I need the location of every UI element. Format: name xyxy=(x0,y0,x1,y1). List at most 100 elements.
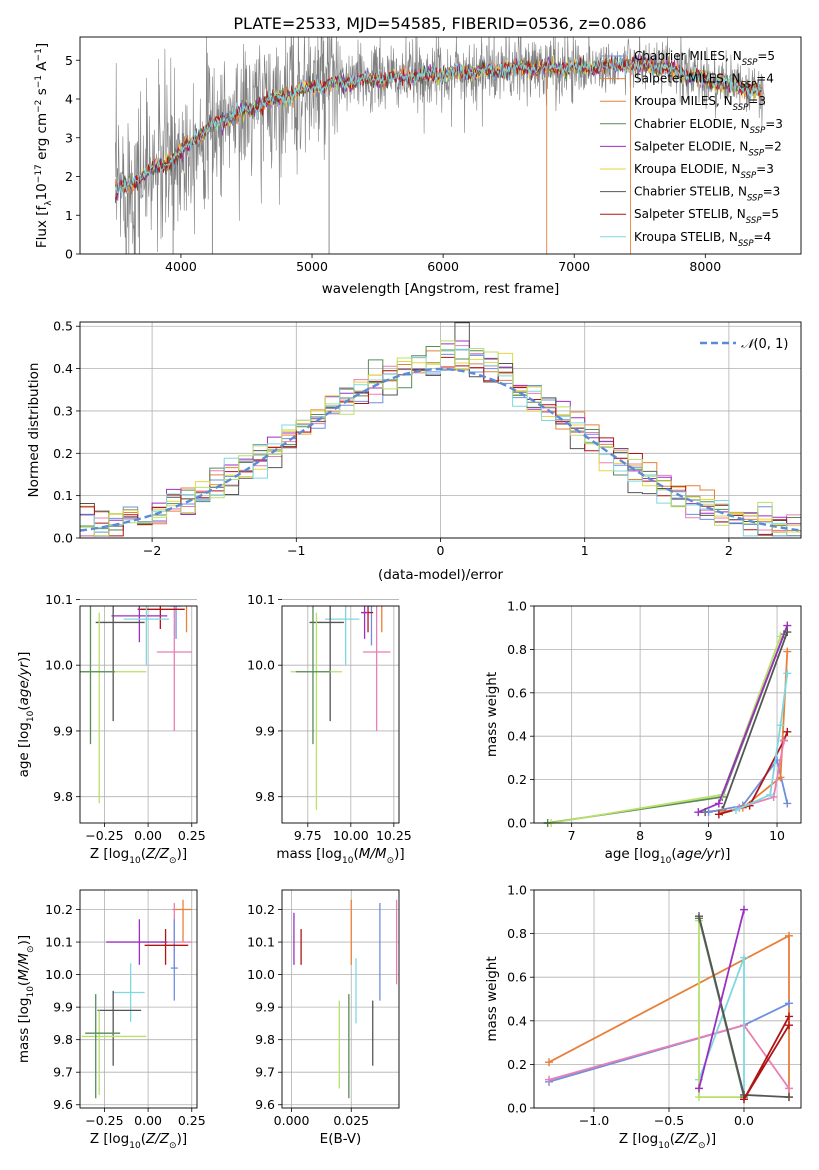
y-axis-label: Flux [fλ10−17 erg cm−2 s−1 A−1] xyxy=(34,43,54,248)
legend-entry: Chabrier MILES, NSSP=5 xyxy=(600,49,775,68)
weight-marker xyxy=(545,1075,553,1084)
errorbar-point xyxy=(172,899,192,943)
label-part: mass weight xyxy=(484,672,500,757)
label-part: −1 xyxy=(34,75,44,88)
errorbar-point xyxy=(170,606,182,639)
label-part: mass weight xyxy=(484,956,500,1041)
label-part: ] xyxy=(34,43,50,48)
label-part: M/M xyxy=(16,953,32,981)
legend-text: Kroupa ELODIE, N xyxy=(634,162,741,176)
label-part: M/M xyxy=(359,846,387,862)
y-tick-label: 1 xyxy=(65,208,73,223)
weight-marker xyxy=(740,1095,748,1104)
legend-entry: Salpeter ELODIE, NSSP=2 xyxy=(600,139,782,158)
legend-text: Chabrier ELODIE, N xyxy=(634,117,750,131)
x-tick-label: 0.00 xyxy=(134,828,162,843)
y-tick-label: 0.0 xyxy=(507,816,527,831)
errorbar-point xyxy=(113,963,145,1022)
axes-frame xyxy=(79,605,198,824)
weight-marker xyxy=(740,953,748,962)
weight-marker xyxy=(731,805,740,814)
y-tick-label: 3 xyxy=(65,130,73,145)
y-tick-label: 0.1 xyxy=(53,488,73,503)
label-part: ( xyxy=(670,1131,675,1147)
y-tick-label: 10.1 xyxy=(45,935,73,950)
legend-suffix: =3 xyxy=(763,185,781,199)
y-tick-label: 0.4 xyxy=(507,1013,527,1028)
legend-label: Chabrier STELIB, NSSP=3 xyxy=(634,185,780,204)
legend-label: Chabrier ELODIE, NSSP=3 xyxy=(634,117,783,136)
label-part: ⊙ xyxy=(387,856,395,866)
weight-marker xyxy=(785,1093,793,1102)
x-tick-label: 10 xyxy=(769,828,785,843)
y-tick-label: 0.6 xyxy=(507,685,527,700)
legend-sub: SSP xyxy=(742,58,758,68)
legend-entry: Kroupa STELIB, NSSP=4 xyxy=(600,230,771,249)
label-part: −17 xyxy=(34,164,44,183)
legend-suffix: =3 xyxy=(756,162,774,176)
weight-line xyxy=(735,673,789,811)
label-part: Z/Z xyxy=(145,1131,170,1147)
legend-sub: SSP xyxy=(747,194,763,204)
y-axis-label: age [log10(age/yr)] xyxy=(16,652,36,778)
label-part: Z/Z xyxy=(674,1131,699,1147)
weight-marker xyxy=(545,1058,553,1067)
x-tick-label: 10.00 xyxy=(333,828,369,843)
x-tick-label: 8000 xyxy=(689,259,721,274)
weight-marker xyxy=(785,999,793,1008)
label-part: 10 xyxy=(658,1141,670,1151)
errorbar-point xyxy=(81,1010,147,1095)
errorbar-point xyxy=(137,606,185,630)
x-axis-label: Z [log10(Z/Z⊙)] xyxy=(90,1131,187,1151)
errorbar-point xyxy=(123,606,170,666)
x-tick-label: 7 xyxy=(568,828,576,843)
legend-label: Kroupa STELIB, NSSP=4 xyxy=(634,230,771,249)
axes-age-vs-Z: −0.25 0.00 0.259.89.910.010.1Z [log10(Z/Z⊙… xyxy=(16,592,206,866)
weight-line xyxy=(708,758,789,813)
weight-marker xyxy=(783,669,792,678)
y-tick-label: 9.7 xyxy=(53,1065,73,1080)
weight-marker xyxy=(783,799,792,808)
y-tick-label: 10.1 xyxy=(247,592,275,607)
legend-label: Salpeter MILES, NSSP=4 xyxy=(634,72,774,91)
axes-frame xyxy=(281,605,400,824)
errorbar-point xyxy=(80,606,115,745)
y-tick-label: 0.0 xyxy=(507,1101,527,1116)
weight-marker xyxy=(704,808,713,817)
label-part: 10 xyxy=(129,1141,141,1151)
y-tick-label: 0.8 xyxy=(507,926,527,941)
x-tick-label: 1 xyxy=(581,543,589,558)
legend-sub: SSP xyxy=(741,171,757,181)
y-tick-label: 0.4 xyxy=(507,729,527,744)
label-part: E(B-V) xyxy=(320,1131,362,1147)
legend-entry: Chabrier ELODIE, NSSP=3 xyxy=(600,117,783,136)
label-part: ( xyxy=(671,846,676,862)
legend-suffix: =2 xyxy=(764,139,782,153)
label-part: −1 xyxy=(34,48,44,61)
x-axis-label: age [log10(age/yr)] xyxy=(605,846,731,866)
legend-text: Kroupa MILES, N xyxy=(634,94,733,108)
weight-marker xyxy=(785,1021,793,1030)
y-tick-label: 9.7 xyxy=(255,1065,275,1080)
legend-label: 𝒩(0, 1) xyxy=(741,337,788,352)
label-part: Flux [f xyxy=(34,204,50,248)
y-tick-label: 9.9 xyxy=(53,1000,73,1015)
label-part: mass [log xyxy=(16,998,32,1064)
axes-age-vs-mass: 9.75 10.00 10.25 9.8 9.9 10.0 10.1 mass [log10(… xyxy=(247,592,412,866)
label-part: ( xyxy=(16,705,32,710)
x-tick-label: 0 xyxy=(437,543,445,558)
x-tick-label: −1.0 xyxy=(579,1113,609,1128)
label-part: ⊙ xyxy=(169,856,177,866)
label-part: −2 xyxy=(34,100,44,113)
label-part: Z [log xyxy=(619,1131,658,1147)
label-part: )] xyxy=(16,652,32,663)
weight-marker xyxy=(694,808,703,817)
weight-marker xyxy=(785,1012,793,1021)
weight-line xyxy=(722,651,789,813)
label-part: age [log xyxy=(16,722,32,777)
weight-marker xyxy=(695,1084,703,1093)
y-tick-label: 9.9 xyxy=(255,723,275,738)
errorbar-point xyxy=(290,612,343,810)
